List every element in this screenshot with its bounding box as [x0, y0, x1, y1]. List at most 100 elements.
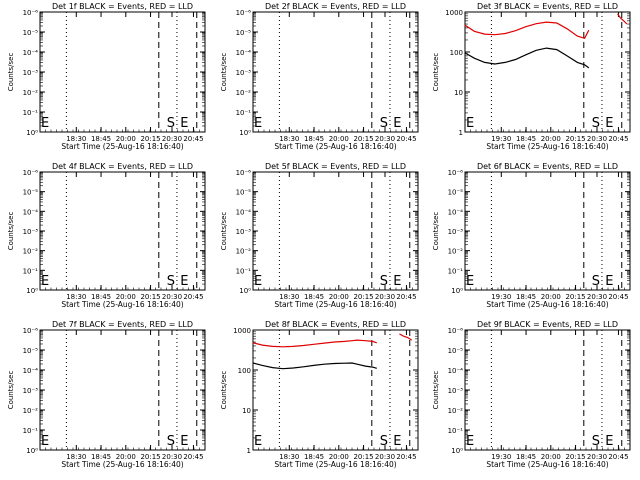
x-tick-label: 18:45 — [304, 135, 324, 143]
y-tick-label: 10⁻⁵ — [448, 347, 464, 355]
y-tick-label: 1 — [247, 447, 251, 455]
y-tick-label: 10⁻¹ — [448, 267, 464, 275]
event-marker-label: E — [254, 116, 262, 131]
y-tick-label: 10 — [242, 407, 251, 415]
x-tick-label: 20:30 — [162, 135, 182, 143]
y-tick-label: 10⁻¹ — [448, 427, 464, 435]
event-marker-label: E — [466, 274, 474, 289]
y-tick-label: 10⁻⁵ — [23, 189, 39, 197]
y-tick-label: 10⁰ — [239, 129, 251, 137]
x-tick-label: 18:30 — [66, 453, 86, 461]
event-marker-label: E — [254, 274, 262, 289]
x-tick-label: 19:30 — [491, 293, 511, 301]
y-axis-label: Counts/sec — [432, 53, 440, 92]
x-axis-label: Start Time (25-Aug-16 18:16:40) — [274, 300, 396, 309]
event-marker-label: E — [605, 274, 613, 289]
x-tick-label: 20:00 — [116, 293, 136, 301]
series-line — [252, 362, 377, 370]
chart-title: Det 3f BLACK = Events, RED = LLD — [477, 2, 618, 11]
y-tick-label: 10⁻¹ — [236, 109, 252, 117]
x-tick-label: 20:00 — [116, 135, 136, 143]
y-axis-label: Counts/sec — [7, 212, 15, 251]
y-tick-label: 10⁻⁵ — [236, 29, 252, 37]
x-tick-label: 20:15 — [565, 135, 585, 143]
x-axis-label: Start Time (25-Aug-16 18:16:40) — [274, 460, 396, 469]
x-tick-label: 20:30 — [587, 293, 607, 301]
y-tick-label: 10⁻⁶ — [236, 9, 252, 17]
y-tick-label: 10⁻⁴ — [236, 49, 252, 57]
y-tick-label: 10⁻⁵ — [23, 29, 39, 37]
x-tick-label: 18:45 — [91, 293, 111, 301]
y-tick-label: 10⁻³ — [448, 228, 464, 236]
y-tick-label: 10⁻⁴ — [236, 208, 252, 216]
detector-panel: Det 1f BLACK = Events, RED = LLD 10⁰ 10⁻¹ 1… — [7, 2, 206, 151]
y-tick-label: 1000 — [445, 9, 463, 17]
x-axis-label: Start Time (25-Aug-16 18:16:40) — [61, 300, 183, 309]
x-tick-label: 20:45 — [396, 453, 416, 461]
y-tick-label: 10 — [454, 89, 463, 97]
x-tick-label: 20:45 — [396, 293, 416, 301]
event-marker-label: S — [167, 116, 175, 131]
y-axis-label: Counts/sec — [432, 371, 440, 410]
y-tick-label: 10⁻³ — [448, 387, 464, 395]
y-tick-label: 10⁻³ — [23, 228, 39, 236]
event-marker-label: S — [592, 274, 600, 289]
chart-title: Det 7f BLACK = Events, RED = LLD — [52, 320, 193, 329]
y-tick-label: 10⁻² — [236, 89, 252, 97]
event-marker-label: S — [167, 434, 175, 449]
y-tick-label: 10⁰ — [26, 129, 38, 137]
y-tick-label: 10⁰ — [239, 287, 251, 295]
y-tick-label: 10⁻⁴ — [23, 49, 39, 57]
event-marker-label: S — [380, 116, 388, 131]
chart-title: Det 5f BLACK = Events, RED = LLD — [265, 162, 406, 171]
detector-panel: Det 8f BLACK = Events, RED = LLD 1 10 100 10… — [220, 320, 419, 469]
plot-frame — [464, 11, 631, 133]
y-tick-label: 10⁻⁴ — [448, 367, 464, 375]
chart-title: Det 8f BLACK = Events, RED = LLD — [265, 320, 406, 329]
series-line — [617, 13, 628, 25]
x-axis-label: Start Time (25-Aug-16 18:16:40) — [486, 142, 608, 151]
detector-panel: Det 5f BLACK = Events, RED = LLD 10⁰ 10⁻¹ 1… — [220, 162, 419, 309]
y-tick-label: 1000 — [233, 327, 251, 335]
event-marker-label: E — [180, 116, 188, 131]
y-tick-label: 10⁻³ — [236, 228, 252, 236]
x-tick-label: 20:45 — [183, 135, 203, 143]
event-marker-label: E — [393, 274, 401, 289]
event-marker-label: E — [393, 434, 401, 449]
x-tick-label: 20:45 — [608, 135, 628, 143]
y-axis-label: Counts/sec — [7, 371, 15, 410]
plot-frame — [252, 329, 419, 451]
x-tick-label: 20:30 — [162, 453, 182, 461]
x-tick-label: 18:45 — [91, 453, 111, 461]
series-line — [464, 47, 590, 69]
y-tick-label: 10⁻² — [23, 89, 39, 97]
y-tick-label: 10⁰ — [451, 287, 463, 295]
x-tick-label: 20:15 — [140, 293, 160, 301]
y-tick-label: 10⁻³ — [236, 69, 252, 77]
x-tick-label: 20:00 — [329, 293, 349, 301]
plot-frame — [39, 11, 206, 133]
y-axis-label: Counts/sec — [220, 371, 228, 410]
x-tick-label: 18:45 — [516, 135, 536, 143]
x-tick-label: 20:00 — [116, 453, 136, 461]
y-tick-label: 10⁻¹ — [23, 427, 39, 435]
y-tick-label: 10⁻⁶ — [236, 169, 252, 177]
x-tick-label: 18:30 — [66, 135, 86, 143]
plot-frame — [39, 171, 206, 291]
y-tick-label: 10⁰ — [26, 287, 38, 295]
x-tick-label: 20:15 — [353, 135, 373, 143]
x-tick-label: 20:15 — [565, 453, 585, 461]
detector-panel: Det 6f BLACK = Events, RED = LLD 10⁰ 10⁻¹ 1… — [432, 162, 631, 309]
y-tick-label: 100 — [238, 367, 251, 375]
chart-title: Det 1f BLACK = Events, RED = LLD — [52, 2, 193, 11]
y-tick-label: 10⁻² — [448, 407, 464, 415]
x-tick-label: 20:45 — [608, 453, 628, 461]
event-marker-label: S — [592, 116, 600, 131]
x-tick-label: 20:00 — [541, 135, 561, 143]
x-tick-label: 20:30 — [375, 293, 395, 301]
y-tick-label: 10⁻⁴ — [448, 208, 464, 216]
x-tick-label: 19:30 — [491, 453, 511, 461]
x-tick-label: 20:30 — [587, 135, 607, 143]
y-tick-label: 10⁻² — [236, 248, 252, 256]
x-tick-label: 20:45 — [396, 135, 416, 143]
